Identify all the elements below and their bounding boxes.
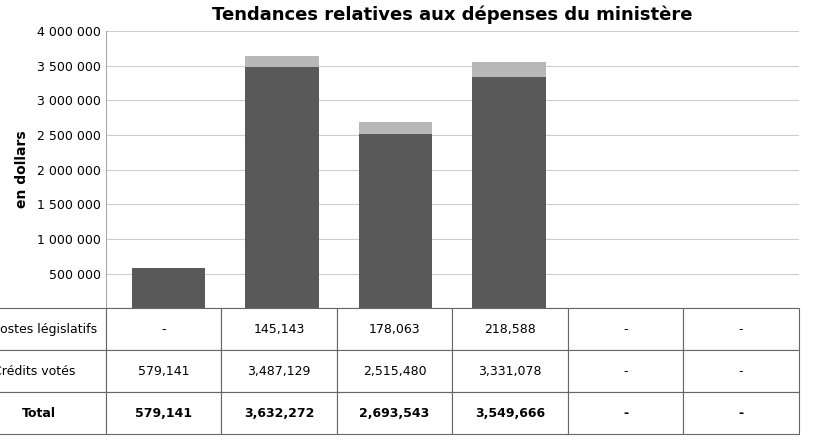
Bar [245, 57, 319, 66]
Bar [359, 121, 433, 134]
Bar [131, 268, 205, 308]
Bar [359, 134, 433, 308]
Title: Tendances relatives aux dépenses du ministère: Tendances relatives aux dépenses du mini… [212, 5, 693, 24]
Y-axis label: en dollars: en dollars [15, 131, 29, 208]
Bar [472, 62, 546, 78]
Bar [245, 66, 319, 308]
Bar [472, 78, 546, 308]
